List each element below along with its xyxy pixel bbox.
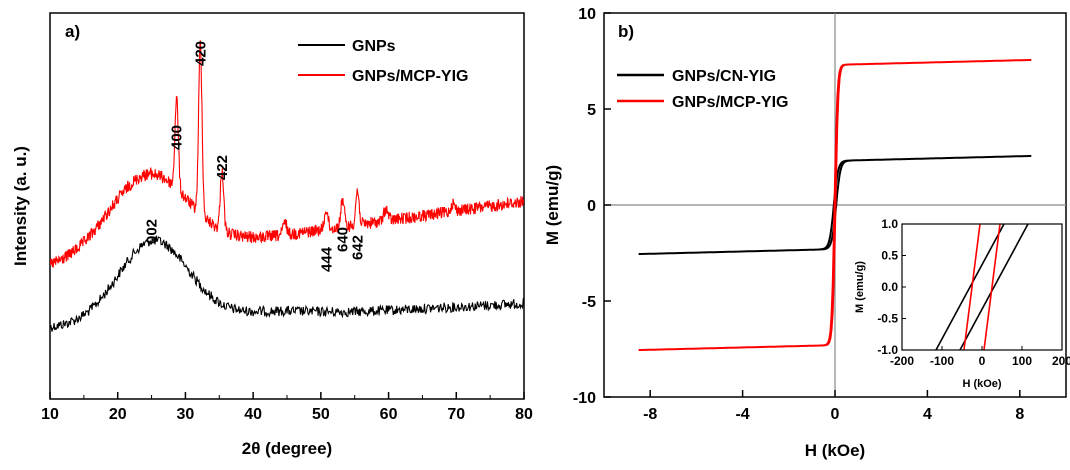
inset-x-tick-label-1: -100 [930, 354, 954, 368]
xrd-x-tick-label-6: 70 [447, 406, 465, 423]
magnetization-x-tick-label-4: 8 [1015, 406, 1024, 423]
inset-x-axis-title: H (kOe) [962, 378, 1001, 390]
xrd-legend-label-gnps: GNPs [352, 38, 396, 55]
magnetization-x-tick-label-1: -4 [735, 406, 749, 423]
inset-background [902, 224, 1062, 350]
magnetization-legend-label-cn-yig: GNPs/CN-YIG [672, 68, 776, 85]
inset-loop-cn-yig-ascending [959, 223, 1029, 351]
magnetization-y-tick-label-3: 5 [587, 102, 596, 119]
inset-y-tick-label-4: 1.0 [881, 217, 898, 231]
xrd-x-tick-label-5: 60 [380, 406, 398, 423]
hysteresis-inset: -200 -100 0 100 200 -1.0 -0.5 0.0 0.5 1.0 H (kOe)… [854, 217, 1070, 390]
xrd-panel: 10 20 30 40 50 60 70 80 a) GNPs GNPs/MCP-YIG 00… [11, 12, 533, 458]
inset-loop-mcp-yig-descending [963, 223, 981, 351]
magnetization-curves [638, 58, 1032, 352]
inset-loop-cn-yig-descending [935, 223, 1005, 351]
magnetization-y-axis-title: M (emu/g) [543, 165, 562, 245]
magnetization-x-tick-label-3: 4 [923, 406, 932, 423]
xrd-peak-label-420: 420 [192, 41, 209, 66]
magnetization-x-axis-title: H (kOe) [805, 441, 865, 460]
xrd-series-gnps [49, 235, 525, 332]
xrd-peak-label-640: 640 [335, 227, 352, 252]
xrd-curves [49, 40, 525, 332]
inset-ticks: -200 -100 0 100 200 -1.0 -0.5 0.0 0.5 1.0 [877, 217, 1070, 368]
mh-loop-gnps-mcp-yig [638, 58, 1032, 352]
xrd-y-axis-title: Intensity (a. u.) [11, 146, 30, 266]
xrd-x-axis-title: 2θ (degree) [242, 439, 332, 458]
inset-x-tick-label-0: -200 [890, 354, 914, 368]
inset-y-tick-label-3: 0.5 [881, 249, 898, 263]
xrd-x-tick-label-4: 50 [312, 406, 330, 423]
magnetization-x-tick-label-0: -8 [643, 406, 657, 423]
xrd-x-ticks: 10 20 30 40 50 60 70 80 [41, 392, 533, 423]
magnetization-legend: GNPs/CN-YIG GNPs/MCP-YIG [617, 68, 788, 111]
xrd-peak-label-444: 444 [318, 246, 335, 272]
xrd-peak-label-642: 642 [349, 235, 366, 260]
inset-curves [935, 223, 1029, 351]
magnetization-x-tick-label-2: 0 [831, 406, 840, 423]
xrd-x-tick-label-3: 40 [244, 406, 262, 423]
inset-y-axis-title: M (emu/g) [854, 261, 866, 313]
xrd-legend-label-gnps-mcp-yig: GNPs/MCP-YIG [352, 68, 468, 85]
inset-x-tick-label-4: 200 [1052, 354, 1070, 368]
xrd-peak-label-422: 422 [214, 155, 231, 180]
xrd-peak-label-002: 002 [144, 219, 161, 244]
magnetization-ticks: -8 -4 0 4 8 -10 -5 0 5 10 [573, 6, 1024, 423]
xrd-series-gnps-mcp-yig [49, 40, 525, 268]
inset-x-tick-label-3: 100 [1012, 354, 1032, 368]
inset-y-tick-label-1: -0.5 [877, 312, 898, 326]
inset-loop-mcp-yig-ascending [983, 223, 1001, 351]
inset-y-tick-label-2: 0.0 [881, 280, 898, 294]
magnetization-panel: -8 -4 0 4 8 -10 -5 0 5 10 b) GNPs/CN-YIG GNPs/MCP… [543, 6, 1070, 460]
xrd-panel-label: a) [65, 22, 80, 41]
magnetization-legend-label-mcp-yig: GNPs/MCP-YIG [672, 94, 788, 111]
xrd-x-tick-label-7: 80 [515, 406, 533, 423]
xrd-x-tick-label-0: 10 [41, 406, 59, 423]
magnetization-y-tick-label-0: -10 [573, 390, 596, 407]
magnetization-y-tick-label-1: -5 [582, 294, 596, 311]
magnetization-y-tick-label-2: 0 [587, 198, 596, 215]
xrd-legend: GNPs GNPs/MCP-YIG [298, 38, 468, 85]
xrd-x-tick-label-2: 30 [177, 406, 195, 423]
xrd-x-tick-label-1: 20 [109, 406, 127, 423]
magnetization-panel-label: b) [618, 22, 634, 41]
inset-x-tick-label-2: 0 [979, 354, 986, 368]
inset-y-tick-label-0: -1.0 [877, 343, 898, 357]
xrd-peak-label-400: 400 [169, 125, 186, 150]
magnetization-y-tick-label-4: 10 [578, 6, 596, 23]
